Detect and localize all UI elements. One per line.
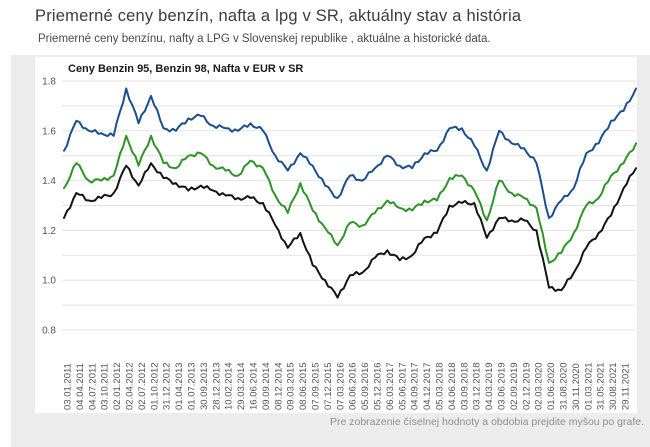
svg-text:04.04.2011: 04.04.2011	[75, 363, 86, 410]
svg-text:07.12.2015: 07.12.2015	[323, 362, 334, 410]
svg-text:08.06.2015: 08.06.2015	[298, 362, 309, 410]
svg-text:03.12.2018: 03.12.2018	[472, 362, 483, 410]
svg-text:1.8: 1.8	[42, 77, 56, 88]
svg-text:10.02.2014: 10.02.2014	[224, 362, 235, 410]
svg-text:05.12.2016: 05.12.2016	[373, 362, 384, 410]
svg-text:04.07.2011: 04.07.2011	[87, 363, 98, 410]
svg-text:02.09.2019: 02.09.2019	[509, 362, 520, 410]
svg-text:31.05.2021: 31.05.2021	[596, 362, 607, 410]
svg-text:1.0: 1.0	[42, 276, 56, 287]
svg-text:08.12.2014: 08.12.2014	[273, 362, 284, 410]
svg-text:29.03.2014: 29.03.2014	[236, 362, 247, 410]
page-title: Priemerné ceny benzín, nafta a lpg v SR,…	[35, 7, 522, 25]
series-line-benzin-98[interactable]	[63, 87, 637, 219]
svg-text:02.07.2012: 02.07.2012	[137, 362, 148, 410]
svg-text:04.06.2018: 04.06.2018	[447, 362, 458, 410]
svg-text:01.06.2020: 01.06.2020	[546, 362, 557, 410]
svg-text:03.09.2018: 03.09.2018	[459, 362, 470, 410]
svg-text:1.6: 1.6	[42, 126, 56, 137]
svg-text:01.10.2012: 01.10.2012	[149, 362, 160, 410]
svg-text:03.10.2011: 03.10.2011	[100, 363, 111, 410]
svg-text:02.03.2020: 02.03.2020	[534, 362, 545, 410]
svg-text:06.03.2017: 06.03.2017	[385, 362, 396, 410]
svg-text:02.12.2019: 02.12.2019	[521, 362, 532, 410]
svg-text:16.06.2014: 16.06.2014	[249, 362, 260, 410]
y-axis-labels: 1.8 1.6 1.4 1.2 1.0 0.8	[42, 77, 56, 337]
svg-text:03.01.2011: 03.01.2011	[63, 363, 74, 410]
svg-text:1.4: 1.4	[42, 176, 56, 187]
svg-text:06.06.2016: 06.06.2016	[348, 362, 359, 410]
x-axis-labels: 03.01.2011 04.04.2011 04.07.2011 03.10.2011…	[63, 362, 632, 410]
series-line-benzin-95[interactable]	[63, 134, 637, 264]
svg-text:28.12.2013: 28.12.2013	[211, 362, 222, 410]
svg-text:05.06.2017: 05.06.2017	[397, 362, 408, 410]
svg-text:02.04.2012: 02.04.2012	[125, 362, 136, 410]
hover-hint-text: Pre zobrazenie číselnej hodnoty a obdobi…	[329, 416, 644, 428]
svg-text:09.03.2015: 09.03.2015	[286, 362, 297, 410]
svg-text:07.09.2015: 07.09.2015	[311, 362, 322, 410]
svg-text:30.09.2013: 30.09.2013	[199, 362, 210, 410]
series-line-nafta[interactable]	[63, 162, 637, 299]
svg-text:04.09.2017: 04.09.2017	[410, 362, 421, 410]
svg-text:02.01.2012: 02.01.2012	[112, 362, 123, 410]
svg-text:29.11.2021: 29.11.2021	[621, 363, 632, 410]
svg-text:04.03.2019: 04.03.2019	[484, 362, 495, 410]
y-gridlines	[62, 80, 636, 331]
svg-text:01.07.2013: 01.07.2013	[187, 362, 198, 410]
svg-text:04.12.2017: 04.12.2017	[422, 362, 433, 410]
svg-text:05.03.2018: 05.03.2018	[435, 362, 446, 410]
chart-title: Ceny Benzin 95, Benzin 98, Nafta v EUR v…	[68, 63, 304, 75]
svg-text:03.06.2019: 03.06.2019	[497, 362, 508, 410]
svg-text:01.04.2013: 01.04.2013	[174, 362, 185, 410]
svg-text:0.8: 0.8	[42, 326, 56, 337]
svg-text:07.03.2016: 07.03.2016	[335, 362, 346, 410]
svg-text:31.12.2012: 31.12.2012	[162, 362, 173, 410]
svg-text:31.08.2020: 31.08.2020	[559, 362, 570, 410]
svg-text:1.2: 1.2	[42, 226, 56, 237]
svg-text:09.09.2014: 09.09.2014	[261, 362, 272, 410]
svg-text:30.11.2020: 30.11.2020	[571, 363, 582, 410]
page-subtitle: Priemerné ceny benzínu, nafty a LPG v Sl…	[38, 33, 491, 45]
svg-text:01.03.2021: 01.03.2021	[583, 362, 594, 410]
svg-text:05.09.2016: 05.09.2016	[360, 362, 371, 410]
svg-text:30.08.2021: 30.08.2021	[608, 362, 619, 410]
